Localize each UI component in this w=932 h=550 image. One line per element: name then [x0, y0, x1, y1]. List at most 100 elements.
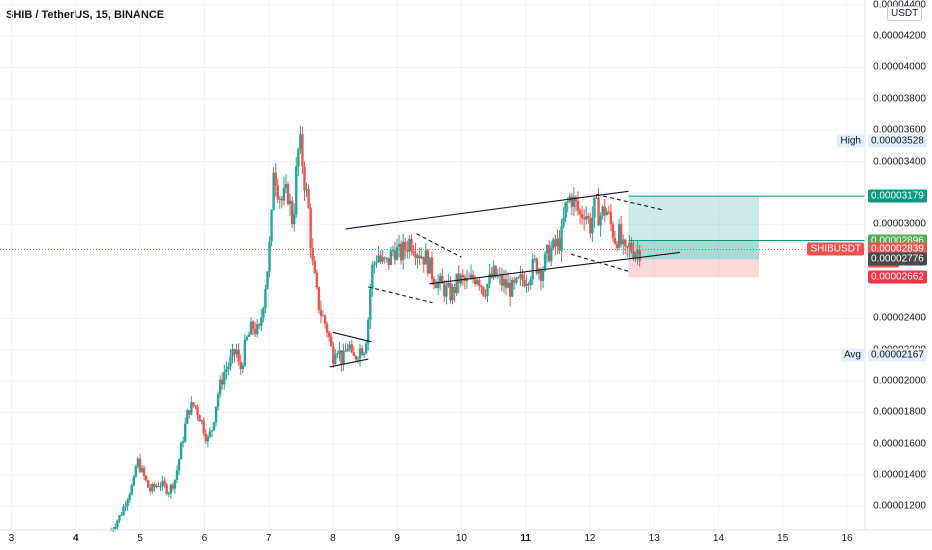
candle-body	[186, 410, 189, 424]
trendline	[429, 251, 680, 285]
candle-body	[410, 238, 413, 252]
candle-body	[227, 366, 230, 370]
candle-body	[408, 238, 411, 252]
x-tick-label: 13	[648, 533, 660, 544]
candle-body	[383, 257, 386, 259]
candle-body	[638, 249, 641, 261]
candle-body	[572, 196, 576, 208]
candle-body	[416, 255, 419, 259]
candle-body	[161, 480, 164, 487]
candle-body	[165, 484, 168, 494]
candle-body	[177, 459, 181, 471]
candle-body	[344, 350, 347, 352]
candle-body	[570, 196, 574, 208]
candle-body	[453, 286, 456, 293]
candle-body	[527, 283, 530, 286]
y-tick-label: 0.00002000	[873, 375, 926, 387]
x-tick-label: 4	[73, 533, 79, 544]
candle-body	[231, 349, 234, 357]
candle-body	[258, 324, 261, 326]
candle-body	[473, 279, 477, 285]
candle-body	[327, 332, 331, 337]
candle-body	[367, 319, 370, 344]
y-tick-label: 0.00001200	[873, 500, 926, 512]
candle-body	[471, 274, 475, 280]
candle-body	[543, 253, 547, 271]
candle-body	[358, 348, 362, 359]
target-price-tag: 0.00003179	[868, 189, 927, 203]
candle-body	[500, 274, 504, 286]
candle-body	[428, 257, 432, 274]
candle-body	[399, 243, 403, 261]
candle-body	[163, 480, 166, 485]
candle-body	[122, 506, 125, 516]
candle-body	[167, 493, 170, 495]
candle-body	[120, 515, 123, 517]
candle-body	[243, 339, 247, 366]
candle-body	[494, 265, 497, 277]
avg-label: Avg	[840, 348, 864, 362]
candle-body	[216, 394, 220, 407]
horizontal-lines	[0, 195, 865, 250]
candle-body	[525, 283, 528, 287]
candle-body	[262, 308, 265, 318]
candle-body	[539, 269, 543, 281]
candle-body	[124, 506, 127, 508]
candle-body	[531, 259, 534, 280]
candle-body	[360, 348, 364, 356]
candle-body	[157, 485, 160, 487]
candle-body	[548, 245, 551, 262]
candle-body	[169, 484, 173, 494]
candlesticks	[109, 125, 641, 533]
candle-body	[303, 166, 306, 191]
candle-body	[550, 248, 553, 262]
candle-body	[319, 309, 323, 316]
dashed-trendline	[416, 233, 462, 258]
candle-body	[381, 257, 384, 262]
candle-body	[116, 520, 119, 527]
candle-body	[482, 287, 485, 296]
candle-body	[179, 443, 183, 460]
candle-body	[480, 285, 483, 288]
candle-body	[325, 324, 329, 333]
candle-body	[541, 270, 545, 281]
candle-body	[253, 328, 257, 335]
candle-body	[469, 274, 473, 279]
candle-body	[293, 214, 296, 225]
trendline	[345, 190, 629, 230]
x-tick-label: 9	[394, 533, 400, 544]
candle-body	[426, 250, 430, 274]
candle-body	[580, 214, 584, 219]
time-axis[interactable]: 3 4 5 6 7 8 9 10 11 12 13 14 15 16	[0, 530, 865, 550]
candle-body	[188, 410, 191, 415]
x-tick-label: 16	[841, 533, 853, 544]
candle-body	[537, 269, 541, 274]
candle-body	[593, 197, 596, 218]
candle-body	[404, 241, 407, 250]
candle-body	[529, 279, 532, 286]
candle-body	[149, 487, 152, 492]
candle-body	[140, 467, 144, 472]
candle-body	[587, 216, 590, 219]
candle-body	[142, 467, 146, 476]
currency-button[interactable]: USDT	[887, 6, 923, 21]
candle-body	[424, 250, 428, 265]
candle-body	[578, 210, 582, 215]
candle-body	[519, 274, 522, 278]
candle-body	[624, 239, 627, 247]
candle-body	[114, 526, 117, 529]
candle-body	[255, 324, 259, 335]
candle-body	[615, 243, 619, 248]
candle-body	[379, 255, 382, 262]
candle-body	[492, 265, 495, 278]
candle-body	[585, 216, 588, 220]
candle-body	[136, 458, 140, 467]
candle-body	[249, 321, 253, 335]
candle-body	[198, 415, 201, 422]
candle-body	[597, 197, 600, 226]
candle-body	[173, 479, 177, 489]
symbol-label: SHIBUSDT	[807, 242, 864, 256]
candle-body	[508, 282, 512, 297]
candle-body	[523, 279, 526, 287]
